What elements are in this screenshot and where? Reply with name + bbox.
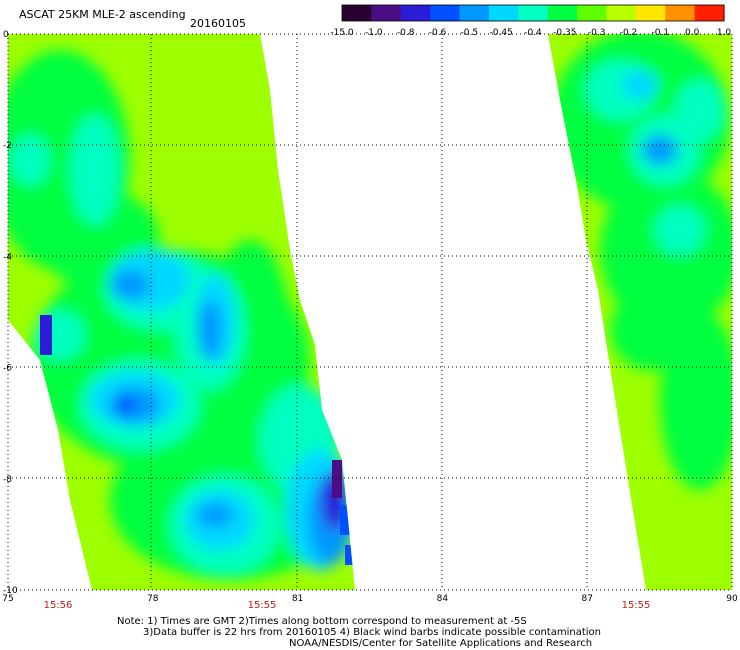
left-swath bbox=[8, 34, 355, 590]
color-bar-label: -0.35 bbox=[553, 28, 576, 38]
y-tick-label: -10 bbox=[3, 586, 18, 596]
pass-time-mid: 15:55 bbox=[248, 600, 277, 611]
color-bar-segment bbox=[547, 5, 578, 21]
y-tick-label: -4 bbox=[3, 252, 12, 262]
color-bar-label: -0.45 bbox=[490, 28, 513, 38]
color-bar-segment bbox=[518, 5, 549, 21]
color-bar-segment bbox=[371, 5, 402, 21]
color-bar-label: -1.0 bbox=[365, 28, 383, 38]
y-tick-label: -6 bbox=[3, 364, 12, 374]
color-bar-segment bbox=[488, 5, 519, 21]
color-bar-segment bbox=[400, 5, 431, 21]
map-date: 20160105 bbox=[190, 17, 246, 30]
color-bar-label: -0.4 bbox=[524, 28, 542, 38]
color-bar-label: -0.5 bbox=[461, 28, 479, 38]
color-bar-segment bbox=[342, 5, 372, 21]
x-tick-label: 84 bbox=[437, 594, 449, 604]
map-title: ASCAT 25KM MLE-2 ascending bbox=[19, 8, 186, 21]
color-bar bbox=[341, 4, 725, 22]
y-tick-label: 0 bbox=[3, 30, 9, 40]
color-bar-label: -0.8 bbox=[397, 28, 415, 38]
x-tick-label: 78 bbox=[147, 594, 159, 604]
note-line-3: NOAA/NESDIS/Center for Satellite Applica… bbox=[289, 638, 593, 649]
color-bar-segment bbox=[665, 5, 696, 21]
color-bar-segment bbox=[430, 5, 461, 21]
x-tick-label: 75 bbox=[2, 594, 13, 604]
color-bar-label: -15.0 bbox=[330, 28, 354, 38]
color-bar-label: -0.2 bbox=[620, 28, 638, 38]
color-bar-labels: -15.0 -1.0 -0.8 -0.6 -0.5 -0.45 -0.4 -0.35 -0.3 -… bbox=[330, 28, 731, 38]
grid bbox=[7, 33, 733, 591]
color-bar-segment bbox=[577, 5, 608, 21]
color-bar-label: -0.6 bbox=[429, 28, 447, 38]
note-line-1: Note: 1) Times are GMT 2)Times along bot… bbox=[117, 616, 527, 627]
pass-time-left: 15:56 bbox=[44, 600, 73, 611]
x-tick-label: 90 bbox=[726, 594, 738, 604]
x-tick-label: 87 bbox=[581, 594, 592, 604]
color-bar-frame bbox=[341, 4, 725, 22]
color-bar-label: -0.3 bbox=[588, 28, 606, 38]
pass-time-right: 15:55 bbox=[622, 600, 651, 611]
note-line-2: 3)Data buffer is 22 hrs from 20160105 4)… bbox=[143, 627, 601, 638]
color-bar-segment bbox=[459, 5, 490, 21]
color-bar-label: 0.0 bbox=[685, 28, 700, 38]
right-swath bbox=[548, 34, 732, 590]
color-bar-label: 1.0 bbox=[717, 28, 732, 38]
color-bar-label: -0.1 bbox=[652, 28, 670, 38]
y-axis-ticks: 0 -2 -4 -6 -8 -10 bbox=[3, 30, 18, 596]
y-tick-label: -2 bbox=[3, 141, 12, 151]
color-bar-segment bbox=[694, 5, 725, 21]
color-bar-segment bbox=[635, 5, 666, 21]
color-bar-segment bbox=[606, 5, 637, 21]
x-axis-ticks: 75 78 81 84 87 90 bbox=[2, 594, 738, 604]
x-tick-label: 81 bbox=[292, 594, 303, 604]
y-tick-label: -8 bbox=[3, 475, 12, 485]
